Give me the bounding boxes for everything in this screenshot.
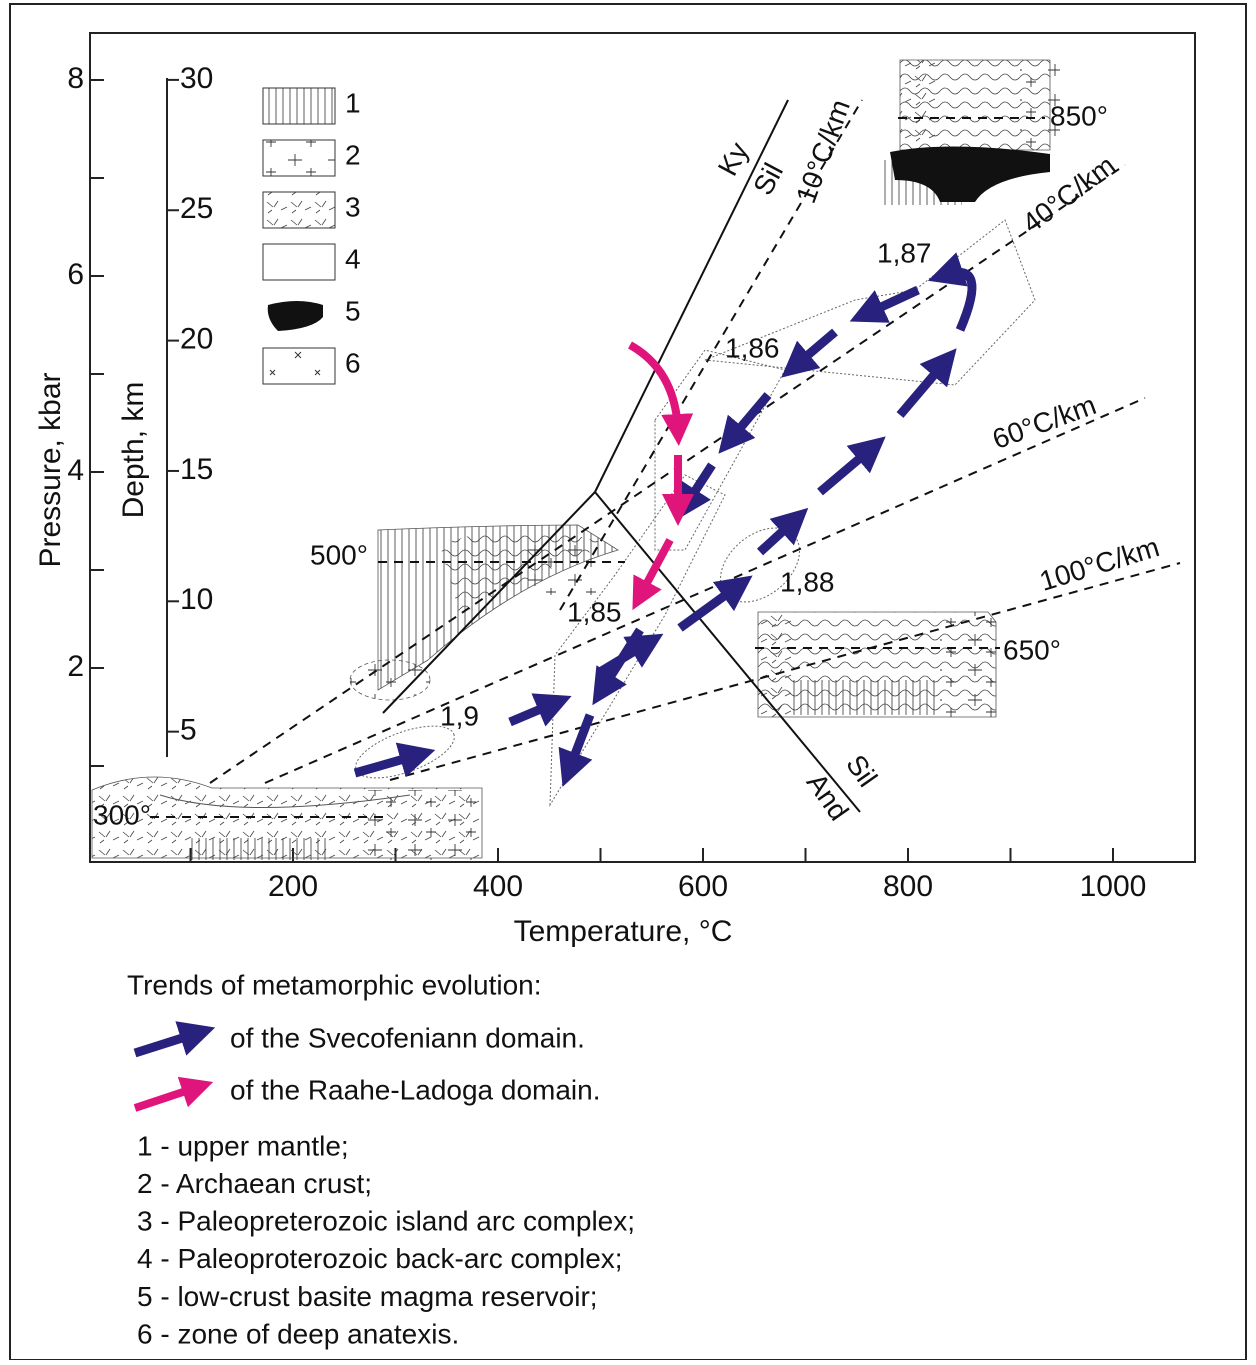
legend-item: 6 - zone of deep anatexis. <box>137 1318 459 1349</box>
age-label: 1,88 <box>780 566 835 597</box>
y-tick-label: 6 <box>67 258 84 291</box>
x-tick-label: 800 <box>883 870 933 903</box>
x-axis-label: Temperature, °C <box>514 915 733 948</box>
legend-number: 2 <box>345 139 361 170</box>
gradient-label: 100°C/km <box>1036 531 1163 597</box>
depth-tick-label: 15 <box>180 453 213 486</box>
and-label: And <box>801 767 855 826</box>
sil-label: Sil <box>840 749 883 792</box>
ky-label: Ky <box>712 137 755 180</box>
x-tick-label: 400 <box>473 870 523 903</box>
y-tick-label: 8 <box>67 62 84 95</box>
isotherm-label: 300° <box>93 799 151 830</box>
depth-tick-label: 10 <box>180 583 213 616</box>
sil-label: Sil <box>747 158 789 200</box>
age-label: 1,9 <box>440 700 479 731</box>
gradient-label: 60°C/km <box>988 389 1100 455</box>
caption: Trends of metamorphic evolution: of the … <box>127 969 635 1349</box>
legend-item: 3 - Paleopreterozoic island arc complex; <box>137 1206 635 1237</box>
y-tick-label: 2 <box>67 650 84 683</box>
legend-item: 5 - low-crust basite magma reservoir; <box>137 1281 598 1312</box>
depth-tick-label: 25 <box>180 192 213 225</box>
legend-arrow <box>135 1033 198 1053</box>
x-tick-label: 600 <box>678 870 728 903</box>
depth-tick-label: 30 <box>180 62 213 95</box>
x-tick-label: 200 <box>268 870 318 903</box>
isotherm-label: 850° <box>1050 100 1108 131</box>
isotherm-label: 500° <box>310 539 368 570</box>
isotherm-label: 650° <box>1003 634 1061 665</box>
age-label: 1,87 <box>877 237 932 268</box>
legend-number: 5 <box>345 295 361 326</box>
raahe-path <box>630 345 678 596</box>
depth-tick-label: 20 <box>180 323 213 356</box>
figure: 2004006008001000246851015202530 <box>0 0 1256 1360</box>
legend-number: 6 <box>345 347 361 378</box>
y-axis-label: Pressure, kbar <box>34 372 67 567</box>
legend-arrow <box>135 1087 198 1108</box>
y-tick-label: 4 <box>67 454 84 487</box>
gradient-label: 10°C/km <box>790 95 856 207</box>
legend-text: of the Raahe-Ladoga domain. <box>230 1074 601 1105</box>
legend-item: 1 - upper mantle; <box>137 1130 349 1161</box>
legend-item: 4 - Paleoproterozoic back-arc complex; <box>137 1243 623 1274</box>
depth-axis-label: Depth, km <box>117 382 150 519</box>
age-label: 1,85 <box>567 596 622 627</box>
legend-item: 2 - Archaean crust; <box>137 1168 372 1199</box>
legend: 1 2 3 4 5 6 <box>263 87 361 384</box>
depth-tick-label: 5 <box>180 714 197 747</box>
legend-number: 3 <box>345 191 361 222</box>
annotations: Ky Sil Sil And 10°C/km 40°C/km 60°C/km 1… <box>93 95 1163 830</box>
legend-number: 4 <box>345 243 361 274</box>
legend-number: 1 <box>345 87 361 118</box>
caption-title: Trends of metamorphic evolution: <box>127 969 542 1000</box>
x-tick-label: 1000 <box>1080 870 1147 903</box>
legend-text: of the Svecofeniann domain. <box>230 1022 585 1053</box>
age-label: 1,86 <box>725 332 780 363</box>
